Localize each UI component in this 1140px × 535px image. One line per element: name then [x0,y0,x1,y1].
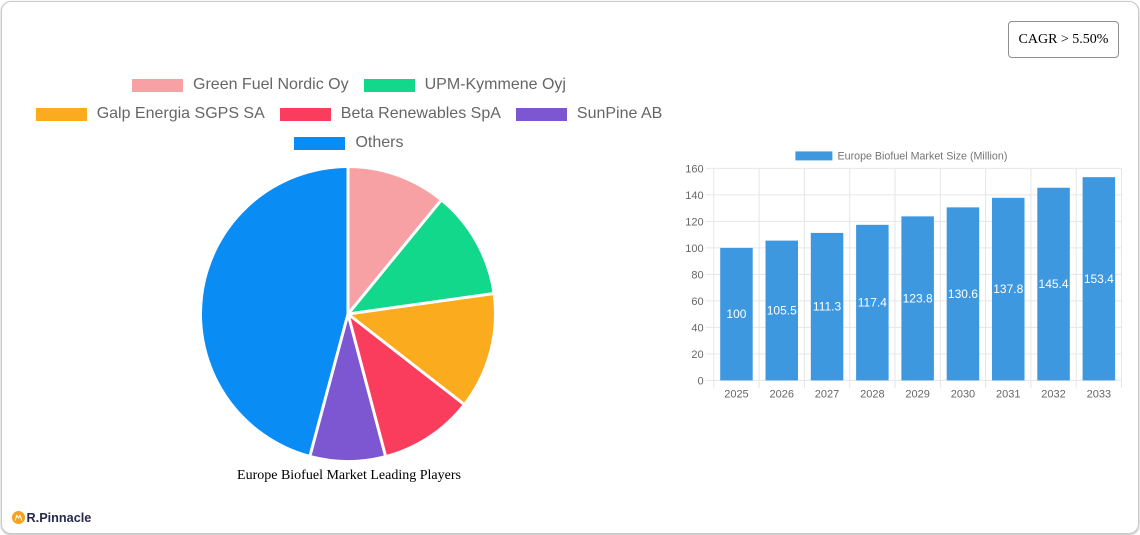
svg-text:145.4: 145.4 [1039,277,1069,291]
svg-text:2028: 2028 [860,389,884,401]
svg-text:2029: 2029 [905,389,929,401]
svg-text:20: 20 [691,349,703,361]
svg-text:60: 60 [691,296,703,308]
svg-text:123.8: 123.8 [903,291,933,305]
svg-text:2033: 2033 [1087,389,1111,401]
svg-text:111.3: 111.3 [813,300,842,314]
svg-text:130.6: 130.6 [948,287,978,301]
svg-text:117.4: 117.4 [858,296,887,310]
svg-text:2031: 2031 [996,389,1020,401]
svg-text:105.5: 105.5 [767,304,797,318]
svg-text:Europe Biofuel Market Size (Mi: Europe Biofuel Market Size (Million) [838,150,1008,162]
svg-text:2030: 2030 [951,389,975,401]
svg-text:80: 80 [691,269,703,281]
svg-text:137.8: 137.8 [993,282,1023,296]
svg-text:100: 100 [726,307,746,321]
svg-text:153.4: 153.4 [1084,272,1114,286]
svg-text:140: 140 [685,190,703,202]
svg-text:160: 160 [685,163,703,175]
svg-text:120: 120 [685,216,703,228]
svg-text:2026: 2026 [770,389,794,401]
svg-text:2027: 2027 [815,389,839,401]
svg-text:2025: 2025 [724,389,748,401]
svg-text:2032: 2032 [1041,389,1065,401]
svg-text:100: 100 [685,243,703,255]
svg-text:40: 40 [691,322,703,334]
svg-text:0: 0 [697,375,703,387]
